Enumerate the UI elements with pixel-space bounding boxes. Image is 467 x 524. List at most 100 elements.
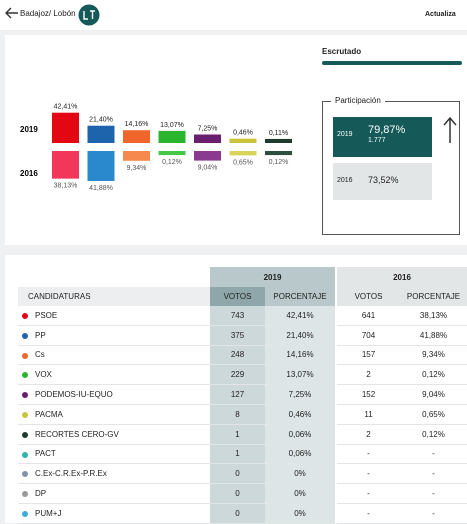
bar-label: 7,25% xyxy=(198,126,218,133)
column-head: PORCENTAJE xyxy=(400,287,467,306)
table-cell: 41,88% xyxy=(400,325,467,346)
table-cell: 13,07% xyxy=(265,365,335,386)
bar xyxy=(52,151,79,179)
bar-label: 13,07% xyxy=(160,122,184,129)
table-cell: 641 xyxy=(337,306,400,326)
table-cell: - xyxy=(337,484,400,504)
bar xyxy=(265,151,292,156)
table-cell: 42,41% xyxy=(265,306,335,326)
party-dot xyxy=(22,451,28,458)
table-cell: 11 xyxy=(337,405,400,425)
table-cell: 0,65% xyxy=(400,405,467,425)
table-cell: 14,16% xyxy=(265,345,335,366)
table-cell: Cs xyxy=(18,345,210,366)
bar xyxy=(123,151,150,161)
bar xyxy=(158,130,186,143)
table-cell: 0 xyxy=(210,464,265,485)
participation-title: Participación xyxy=(331,96,385,105)
top-bar xyxy=(0,0,467,30)
bar-label: 0,11% xyxy=(269,130,288,137)
table-cell: 152 xyxy=(337,385,400,405)
table-cell: - xyxy=(337,504,400,524)
year-label: 2016 xyxy=(20,169,38,178)
bar xyxy=(123,130,150,143)
table-cell: 0% xyxy=(265,504,335,524)
table-cell: 9,04% xyxy=(400,385,467,405)
table-cell: 0% xyxy=(265,484,335,504)
table-cell: - xyxy=(400,484,467,504)
table-cell: 0 xyxy=(210,484,265,504)
participation-year: 2016 xyxy=(337,177,353,184)
table-cell: - xyxy=(400,464,467,485)
participation-percent: 79,87% xyxy=(368,124,406,136)
year-label: 2019 xyxy=(20,125,38,134)
table-cell: 0 xyxy=(210,504,265,524)
table-cell: 0,06% xyxy=(265,444,335,465)
party-dot xyxy=(22,313,28,319)
table-cell: 8 xyxy=(210,405,265,425)
party-dot xyxy=(22,392,28,399)
bar-label: 0,12% xyxy=(269,159,289,166)
table-cell: 157 xyxy=(337,345,400,366)
bar-label: 9,04% xyxy=(198,165,218,172)
table-cell: PODEMOS-IU-EQUO xyxy=(18,385,210,405)
back-arrow[interactable] xyxy=(4,6,20,20)
table-cell: 0,46% xyxy=(265,405,335,425)
location: Badajoz/ Lobón xyxy=(20,9,76,18)
table-cell: 0,12% xyxy=(400,424,467,445)
column-head: PORCENTAJE xyxy=(265,287,335,306)
table-cell: 0,06% xyxy=(265,424,335,445)
trend-arrow xyxy=(443,116,457,143)
table-cell: C.Ex-C.R.Ex-P.R.Ex xyxy=(18,464,210,485)
year-head: 2016 xyxy=(337,267,467,287)
bar-label: 0,65% xyxy=(233,159,253,166)
table-cell: 2 xyxy=(337,424,400,445)
bar-label: 21,40% xyxy=(89,117,113,124)
bar xyxy=(194,151,221,161)
party-dot xyxy=(22,372,28,379)
party-dot xyxy=(22,511,28,517)
table-cell: - xyxy=(400,504,467,524)
table-cell: 7,25% xyxy=(265,385,335,405)
column-head: VOTOS xyxy=(337,287,400,306)
bar-label: 0,46% xyxy=(233,130,253,137)
party-dot xyxy=(22,412,28,418)
bar xyxy=(229,151,257,156)
bar-label: 14,16% xyxy=(125,121,149,128)
table-cell: PSOE xyxy=(18,306,210,326)
participation-box xyxy=(322,101,460,235)
table-cell: 375 xyxy=(210,325,265,346)
participation-2019 xyxy=(333,117,432,157)
table-cell: 2 xyxy=(337,365,400,386)
bar-label: 0,12% xyxy=(162,159,182,166)
bar-label: 42,41% xyxy=(54,104,78,111)
table-cell: 0,12% xyxy=(400,365,467,386)
table-cell: 743 xyxy=(210,306,265,326)
table-cell: RECORTES CERO-GV xyxy=(18,424,210,445)
column-head: CANDIDATURAS xyxy=(18,287,210,306)
update-status: Actualiza xyxy=(425,11,456,18)
table-cell: 704 xyxy=(337,325,400,346)
table-cell: 127 xyxy=(210,385,265,405)
bar xyxy=(87,125,115,143)
table-cell: VOX xyxy=(18,365,210,386)
participation-percent: 73,52% xyxy=(368,175,399,185)
table-cell: 0% xyxy=(265,464,335,485)
scrutiny-bar xyxy=(322,61,462,65)
party-dot xyxy=(22,431,28,438)
table-cell: PUM+J xyxy=(18,504,210,524)
table-cell: 1 xyxy=(210,444,265,465)
table-cell: 21,40% xyxy=(265,325,335,346)
table-cell: PP xyxy=(18,325,210,346)
bar xyxy=(229,138,257,143)
participation-voters: 1.777 xyxy=(368,137,386,144)
table-cell: PACMA xyxy=(18,405,210,425)
column-head: VOTOS xyxy=(210,287,265,306)
table-cell: 248 xyxy=(210,345,265,366)
table-cell: - xyxy=(400,444,467,465)
bar-label: 41,88% xyxy=(89,185,113,192)
year-head: 2019 xyxy=(210,267,335,287)
logo xyxy=(78,4,100,26)
bar xyxy=(87,151,115,181)
